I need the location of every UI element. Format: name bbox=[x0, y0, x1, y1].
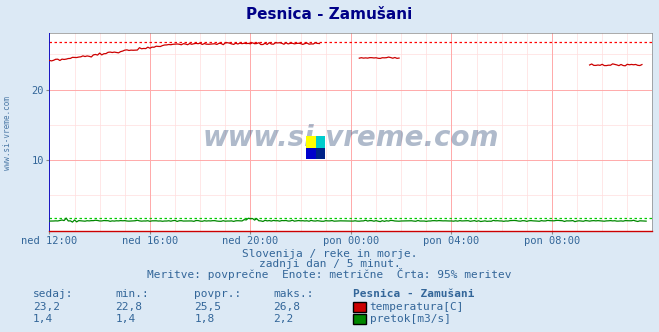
Text: min.:: min.: bbox=[115, 289, 149, 299]
Bar bbox=[306, 148, 316, 159]
Text: pretok[m3/s]: pretok[m3/s] bbox=[370, 314, 451, 324]
Text: temperatura[C]: temperatura[C] bbox=[370, 302, 464, 312]
Text: sedaj:: sedaj: bbox=[33, 289, 73, 299]
Bar bbox=[306, 136, 316, 148]
Text: Pesnica - Zamušani: Pesnica - Zamušani bbox=[353, 289, 474, 299]
Text: 26,8: 26,8 bbox=[273, 302, 301, 312]
Text: 1,8: 1,8 bbox=[194, 314, 215, 324]
Text: 25,5: 25,5 bbox=[194, 302, 221, 312]
Text: www.si-vreme.com: www.si-vreme.com bbox=[3, 96, 13, 170]
Text: 1,4: 1,4 bbox=[115, 314, 136, 324]
Text: povpr.:: povpr.: bbox=[194, 289, 242, 299]
Text: Pesnica - Zamušani: Pesnica - Zamušani bbox=[246, 7, 413, 23]
Text: zadnji dan / 5 minut.: zadnji dan / 5 minut. bbox=[258, 259, 401, 269]
Text: maks.:: maks.: bbox=[273, 289, 314, 299]
Bar bbox=[316, 136, 325, 148]
Text: Meritve: povprečne  Enote: metrične  Črta: 95% meritev: Meritve: povprečne Enote: metrične Črta:… bbox=[147, 268, 512, 280]
Text: 22,8: 22,8 bbox=[115, 302, 142, 312]
Text: 1,4: 1,4 bbox=[33, 314, 53, 324]
Text: 2,2: 2,2 bbox=[273, 314, 294, 324]
Text: 23,2: 23,2 bbox=[33, 302, 60, 312]
Text: www.si-vreme.com: www.si-vreme.com bbox=[203, 124, 499, 152]
Text: Slovenija / reke in morje.: Slovenija / reke in morje. bbox=[242, 249, 417, 259]
Bar bbox=[316, 148, 325, 159]
